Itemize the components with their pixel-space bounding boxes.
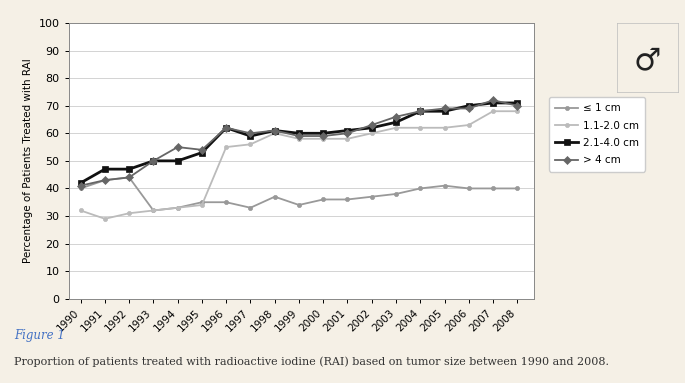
Text: Figure 1: Figure 1 <box>14 329 64 342</box>
Text: ♂: ♂ <box>634 46 661 75</box>
Y-axis label: Percentage of Patients Treated with RAI: Percentage of Patients Treated with RAI <box>23 59 33 263</box>
Legend: ≤ 1 cm, 1.1-2.0 cm, 2.1-4.0 cm, > 4 cm: ≤ 1 cm, 1.1-2.0 cm, 2.1-4.0 cm, > 4 cm <box>549 97 645 172</box>
Text: Proportion of patients treated with radioactive iodine (RAI) based on tumor size: Proportion of patients treated with radi… <box>14 356 609 367</box>
